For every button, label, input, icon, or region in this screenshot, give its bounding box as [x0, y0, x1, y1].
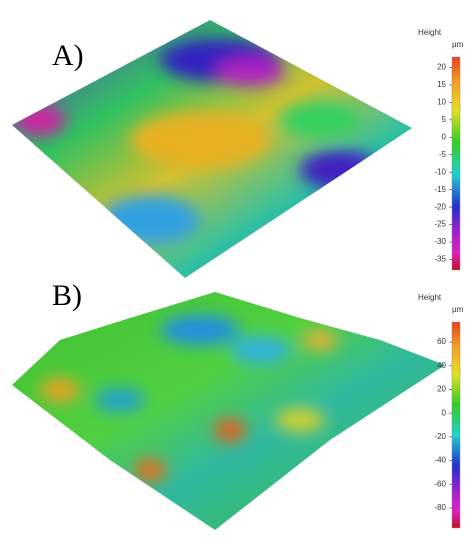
tick-label: -25	[434, 220, 446, 229]
tick-label: 0	[442, 132, 447, 141]
colorbar	[451, 56, 461, 271]
colorbar-unit: µm	[452, 305, 464, 314]
tick-label: 20	[437, 385, 446, 394]
tick-label: 5	[442, 115, 447, 124]
colorbar-title: Height	[418, 293, 442, 302]
tick-label: -30	[434, 237, 446, 246]
panel-label: A)	[52, 39, 84, 72]
tick-label: 20	[437, 63, 446, 72]
tick-label: 15	[437, 80, 446, 89]
tick-label: -5	[439, 150, 447, 159]
colorbar-unit: µm	[452, 40, 464, 49]
colorbar	[451, 321, 461, 529]
tick-label: 10	[437, 98, 446, 107]
tick-label: -20	[434, 202, 446, 211]
tick-label: -15	[434, 185, 446, 194]
tick-label: -35	[434, 255, 446, 264]
surface-b	[12, 292, 445, 530]
tick-label: 60	[437, 337, 446, 346]
tick-label: -10	[434, 167, 446, 176]
tick-label: -20	[434, 432, 446, 441]
tick-label: -80	[434, 503, 446, 512]
surface-a	[12, 20, 412, 278]
colorbar-title: Height	[418, 28, 442, 37]
tick-label: -60	[434, 479, 446, 488]
tick-label: 40	[437, 361, 446, 370]
tick-label: -40	[434, 456, 446, 465]
panel-label: B)	[52, 279, 82, 312]
tick-label: 0	[442, 408, 447, 417]
